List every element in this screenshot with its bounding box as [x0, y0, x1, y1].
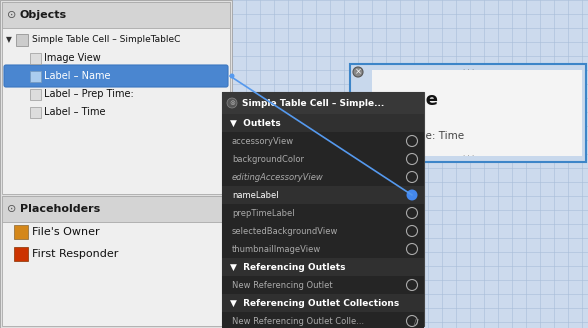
Bar	[222, 132, 424, 150]
Bar	[222, 204, 424, 222]
Bar	[222, 114, 424, 132]
Text: Label – Prep Time:: Label – Prep Time:	[44, 89, 133, 99]
Text: backgroundColor: backgroundColor	[232, 154, 304, 163]
Bar	[16, 34, 28, 46]
Bar	[14, 225, 28, 239]
Bar	[222, 312, 424, 328]
Text: ⊙: ⊙	[7, 204, 16, 214]
Circle shape	[353, 67, 363, 77]
Bar	[2, 2, 230, 194]
Bar	[232, 0, 588, 328]
Bar	[372, 70, 582, 156]
Text: editingAccessoryView: editingAccessoryView	[232, 173, 324, 181]
Text: Placeholders: Placeholders	[20, 204, 100, 214]
Text: Label – Name: Label – Name	[44, 71, 111, 81]
Bar	[350, 64, 586, 162]
Bar	[222, 150, 424, 168]
Circle shape	[227, 98, 237, 108]
Circle shape	[406, 190, 417, 200]
Bar	[222, 240, 424, 258]
Bar	[30, 53, 41, 64]
Text: Image View: Image View	[44, 53, 101, 63]
Bar	[222, 276, 424, 294]
Text: selectedBackgroundView: selectedBackgroundView	[232, 227, 338, 236]
Text: prepTimeLabel: prepTimeLabel	[232, 209, 295, 217]
Text: ⊙: ⊙	[7, 10, 16, 20]
Text: nameLabel: nameLabel	[232, 191, 279, 199]
Text: Simple Table Cell – SimpleTableC: Simple Table Cell – SimpleTableC	[32, 35, 181, 45]
Text: ▼  Referencing Outlet Collections: ▼ Referencing Outlet Collections	[230, 298, 399, 308]
Text: ▼  Referencing Outlets: ▼ Referencing Outlets	[230, 262, 346, 272]
Bar	[30, 89, 41, 100]
Bar	[222, 294, 424, 312]
Text: Prep Time: Time: Prep Time: Time	[380, 131, 464, 141]
Text: Name: Name	[380, 91, 438, 109]
Text: First Responder: First Responder	[32, 249, 118, 259]
Text: accessoryView: accessoryView	[232, 136, 294, 146]
Text: · · ·: · · ·	[463, 67, 475, 73]
Bar	[2, 196, 230, 326]
Bar	[222, 222, 424, 240]
Text: · · ·: · · ·	[463, 153, 475, 159]
Text: ×: ×	[355, 68, 362, 76]
Text: Label – Time: Label – Time	[44, 107, 105, 117]
Text: Objects: Objects	[20, 10, 67, 20]
Text: Simple Table Cell – Simple...: Simple Table Cell – Simple...	[242, 98, 384, 108]
Bar	[2, 2, 230, 28]
Bar	[222, 92, 424, 114]
Bar	[222, 168, 424, 186]
Text: New Referencing Outlet Colle...: New Referencing Outlet Colle...	[232, 317, 364, 325]
Bar	[30, 71, 41, 82]
Bar	[0, 0, 232, 328]
Circle shape	[229, 73, 235, 78]
Text: ▼: ▼	[6, 35, 12, 45]
Text: ▼  Outlets: ▼ Outlets	[230, 118, 280, 128]
Bar	[2, 196, 230, 222]
Text: //: //	[413, 319, 419, 325]
Text: thumbnailImageView: thumbnailImageView	[232, 244, 321, 254]
Bar	[222, 186, 424, 204]
Bar	[222, 92, 424, 326]
Text: ⊗: ⊗	[229, 100, 235, 106]
Bar	[30, 107, 41, 118]
Bar	[222, 258, 424, 276]
Bar	[14, 247, 28, 261]
FancyBboxPatch shape	[4, 65, 228, 87]
Text: New Referencing Outlet: New Referencing Outlet	[232, 280, 333, 290]
Text: File's Owner: File's Owner	[32, 227, 99, 237]
